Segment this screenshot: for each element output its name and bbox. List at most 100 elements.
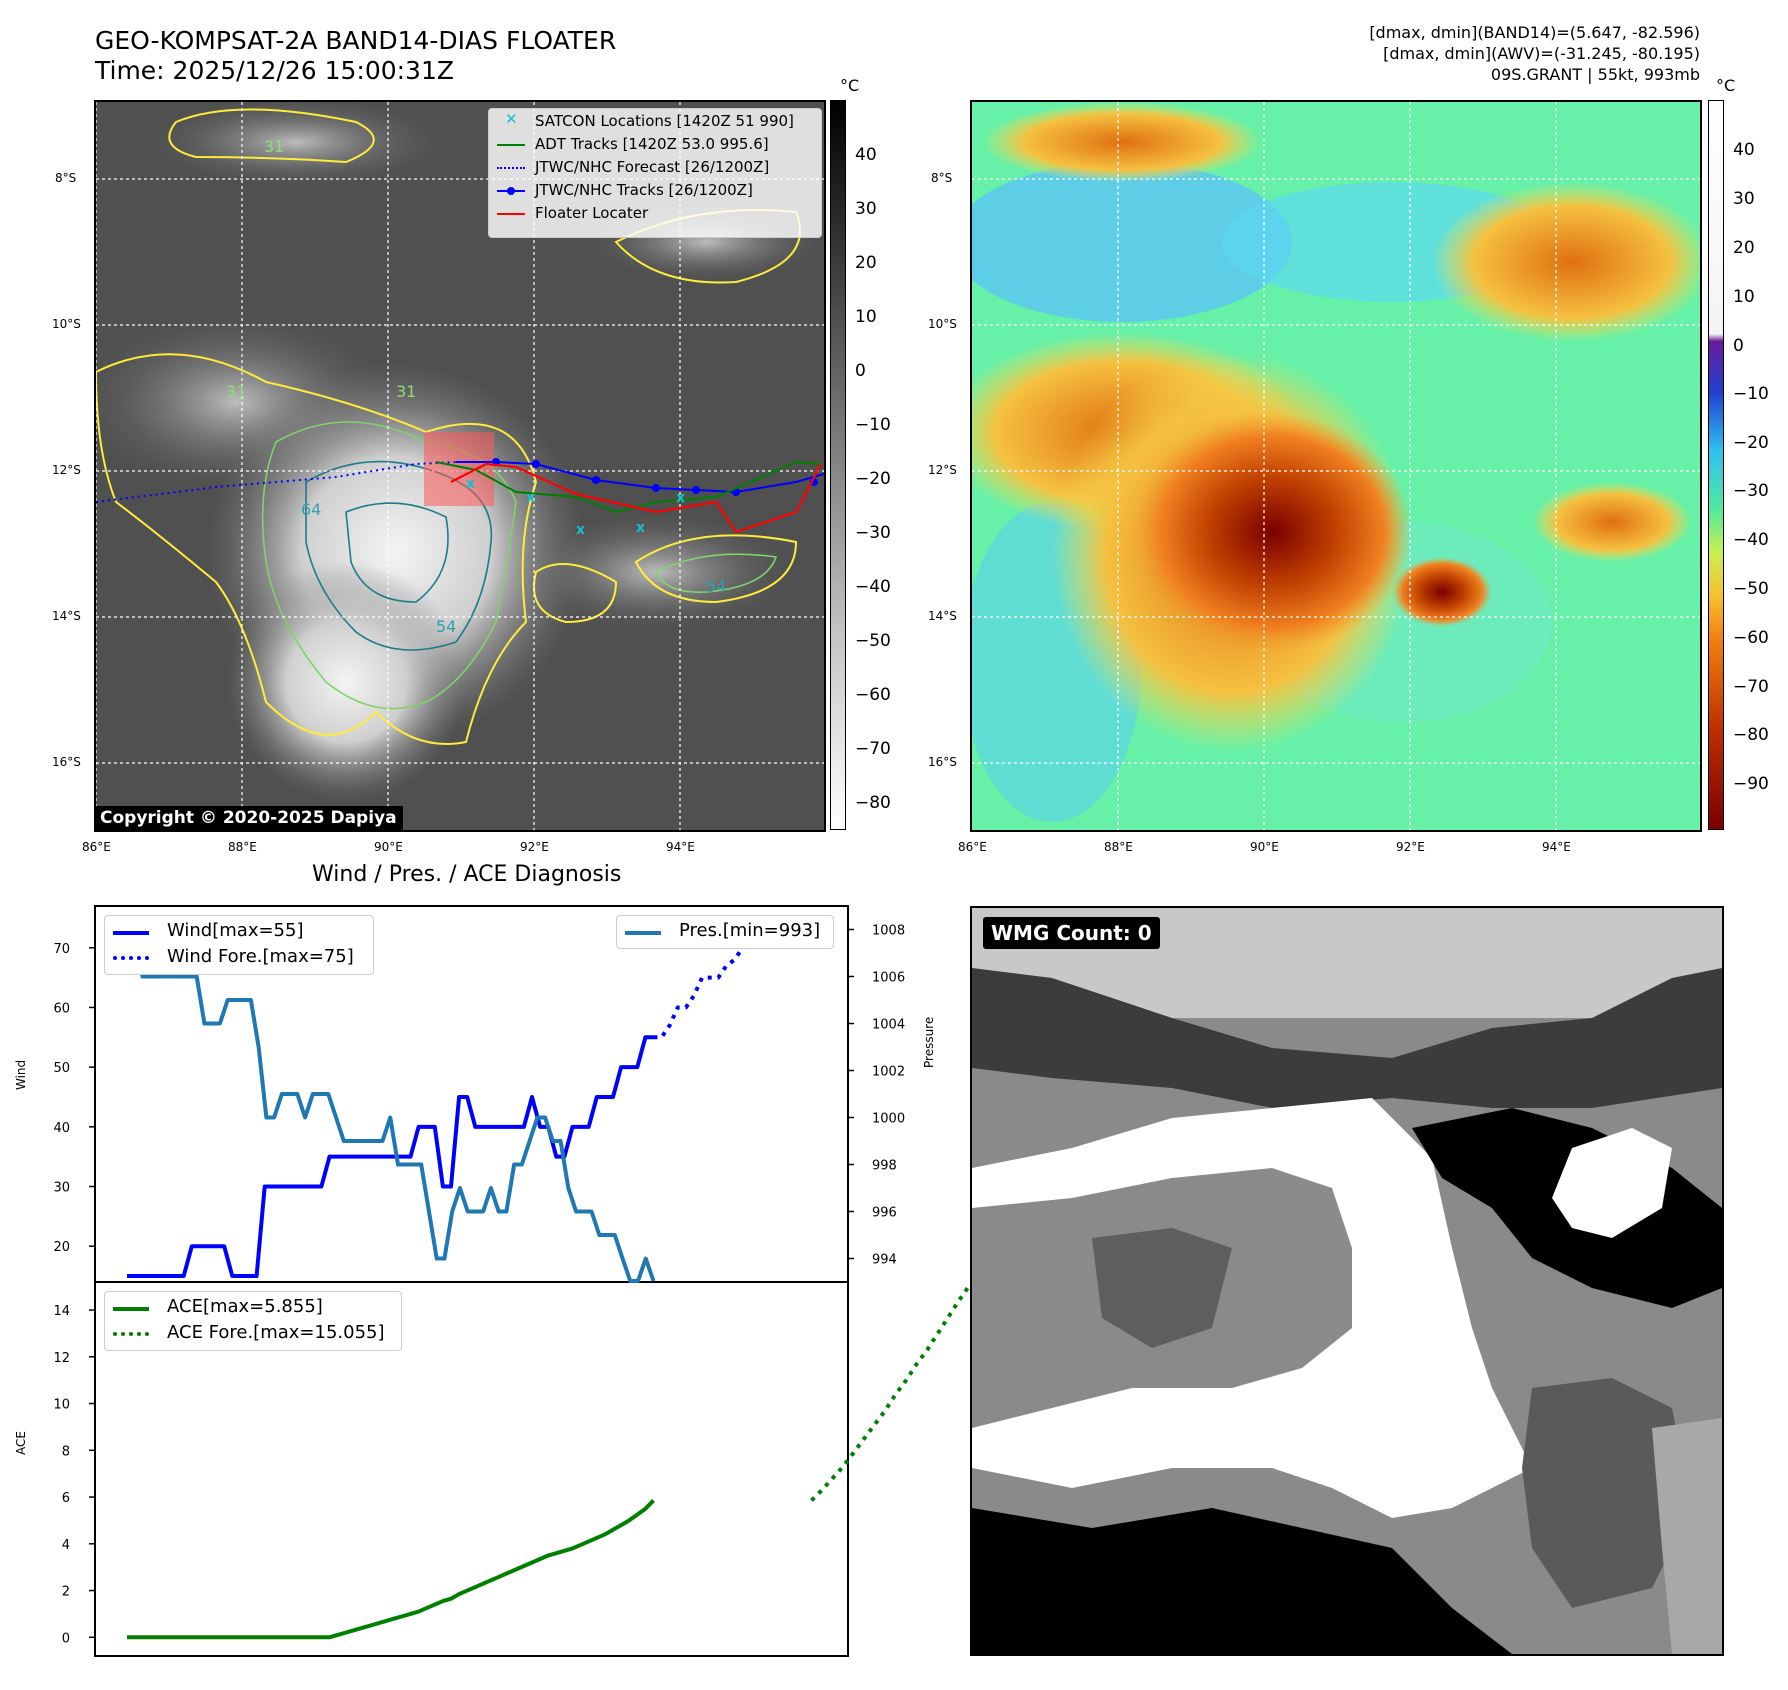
- awv-lon-label: 86°E: [958, 840, 987, 854]
- pres-legend-label: Pres.[min=993]: [679, 920, 821, 941]
- ir-lat-label: 12°S: [52, 463, 81, 477]
- wind-fore-line-icon: [113, 956, 149, 960]
- y-tick-label: 998: [872, 1159, 897, 1174]
- y-tick-label: 20: [53, 1240, 70, 1255]
- ace-line-icon: [113, 1307, 149, 1311]
- wind-legend: Wind[max=55] Wind Fore.[max=75]: [104, 915, 374, 975]
- awv-lat-label: 12°S: [928, 463, 957, 477]
- series-line-pres-min-993-: [127, 927, 656, 1283]
- awv-map-panel: [970, 100, 1702, 832]
- y-tick-label: 10: [53, 1398, 70, 1413]
- y-tick-label: 6: [62, 1491, 70, 1506]
- track-dot-icon: [507, 187, 515, 195]
- awv-lat-label: 16°S: [928, 755, 957, 769]
- wmg-image: [972, 908, 1722, 1654]
- svg-text:54: 54: [706, 577, 726, 596]
- awv-lon-label: 92°E: [1396, 840, 1425, 854]
- forecast-track: [96, 461, 457, 503]
- svg-text:54: 54: [436, 617, 456, 636]
- pres-line-icon: [625, 931, 661, 935]
- ace-legend-label: ACE[max=5.855]: [167, 1296, 323, 1317]
- ir-lon-label: 86°E: [82, 840, 111, 854]
- series-layer: [127, 915, 972, 1640]
- figure-title: GEO-KOMPSAT-2A BAND14-DIAS FLOATER Time:…: [95, 26, 616, 86]
- awv-colorbar: [1708, 100, 1724, 830]
- svg-text:31: 31: [226, 382, 246, 401]
- ir-lon-label: 92°E: [520, 840, 549, 854]
- y-tick-label: 4: [62, 1538, 70, 1553]
- forecast-line-icon: [497, 167, 525, 169]
- awv-lat-label: 8°S: [931, 171, 953, 185]
- pressure-y-ticks: 994 996 998 1000 1002 1004 1006 1008: [848, 924, 905, 1268]
- ace-fore-line-icon: [113, 1332, 149, 1336]
- y-tick-label: 40: [53, 1121, 70, 1136]
- svg-text:31: 31: [264, 137, 284, 156]
- svg-text:x: x: [676, 490, 685, 506]
- ir-lat-label: 16°S: [52, 755, 81, 769]
- wmg-panel: [970, 906, 1724, 1656]
- y-tick-label: 8: [62, 1444, 70, 1459]
- y-tick-label: 50: [53, 1061, 70, 1076]
- y-tick-label: 14: [53, 1304, 70, 1319]
- svg-text:x: x: [526, 490, 535, 506]
- ace-legend: ACE[max=5.855] ACE Fore.[max=15.055]: [104, 1291, 402, 1351]
- title-line-1: GEO-KOMPSAT-2A BAND14-DIAS FLOATER: [95, 26, 617, 55]
- wmg-count-badge: WMG Count: 0: [983, 917, 1160, 949]
- series-line-ace-max-5-855-: [127, 1499, 655, 1640]
- pressure-legend: Pres.[min=993]: [616, 915, 834, 949]
- wind-fore-legend-label: Wind Fore.[max=75]: [167, 946, 354, 967]
- floater-box: [424, 432, 494, 506]
- ace-fore-legend-label: ACE Fore.[max=15.055]: [167, 1322, 385, 1343]
- y-tick-label: 70: [53, 942, 70, 957]
- series-line-ace-fore-max-15-055-: [810, 1284, 972, 1502]
- awv-lon-label: 88°E: [1104, 840, 1133, 854]
- satcon-marker-icon: ✕: [505, 110, 518, 128]
- awv-lat-label: 10°S: [928, 317, 957, 331]
- wind-legend-label: Wind[max=55]: [167, 920, 304, 941]
- series-line-wind-max-55-: [127, 1035, 654, 1279]
- y-tick-label: 12: [53, 1351, 70, 1366]
- floater-line-icon: [497, 213, 525, 215]
- floater-track: [450, 462, 822, 534]
- svg-text:64: 64: [301, 500, 321, 519]
- svg-text:x: x: [576, 522, 585, 538]
- ir-lon-label: 88°E: [228, 840, 257, 854]
- y-tick-label: 30: [53, 1181, 70, 1196]
- svg-text:31: 31: [396, 382, 416, 401]
- svg-text:x: x: [466, 476, 475, 492]
- ir-lat-label: 14°S: [52, 609, 81, 623]
- y-tick-label: 1004: [872, 1018, 905, 1033]
- ir-lat-label: 8°S: [55, 171, 77, 185]
- best-track: [456, 461, 824, 494]
- header-stats: [dmax, dmin](BAND14)=(5.647, -82.596) [d…: [1369, 22, 1700, 85]
- ir-lat-label: 10°S: [52, 317, 81, 331]
- stats-band14: [dmax, dmin](BAND14)=(5.647, -82.596): [1369, 23, 1700, 42]
- diagnosis-title: Wind / Pres. / ACE Diagnosis: [312, 862, 622, 887]
- ir-colorbar: [830, 100, 846, 830]
- stats-awv: [dmax, dmin](AWV)=(-31.245, -80.195): [1383, 44, 1700, 63]
- storm-info: 09S.GRANT | 55kt, 993mb: [1490, 65, 1700, 84]
- awv-lon-label: 94°E: [1542, 840, 1571, 854]
- y-tick-label: 1000: [872, 1112, 905, 1127]
- ir-colorbar-unit: °C: [840, 76, 860, 95]
- ace-y-ticks: 0 2 4 6 8 10 12 14: [53, 1304, 95, 1646]
- copyright-badge: Copyright © 2020-2025 Dapiya: [94, 806, 403, 830]
- awv-lon-label: 90°E: [1250, 840, 1279, 854]
- y-tick-label: 2: [62, 1585, 70, 1600]
- ir-map-panel: x x x x x 31 31 31 64 54 54 ✕ SATCON Locati…: [94, 100, 826, 832]
- ir-lon-label: 94°E: [666, 840, 695, 854]
- ir-map-image: x x x x x 31 31 31 64 54 54: [96, 102, 824, 830]
- wind-line-icon: [113, 931, 149, 935]
- adt-line-icon: [497, 144, 525, 146]
- y-tick-label: 1002: [872, 1065, 905, 1080]
- y-tick-label: 1006: [872, 971, 905, 986]
- y-tick-label: 994: [872, 1253, 897, 1268]
- ir-lon-label: 90°E: [374, 840, 403, 854]
- awv-map-image: [972, 102, 1700, 830]
- awv-colorbar-unit: °C: [1716, 76, 1736, 95]
- svg-text:x: x: [636, 520, 645, 536]
- awv-lat-label: 14°S: [928, 609, 957, 623]
- wind-y-ticks: 20 30 40 50 60 70: [53, 942, 95, 1255]
- y-tick-label: 996: [872, 1206, 897, 1221]
